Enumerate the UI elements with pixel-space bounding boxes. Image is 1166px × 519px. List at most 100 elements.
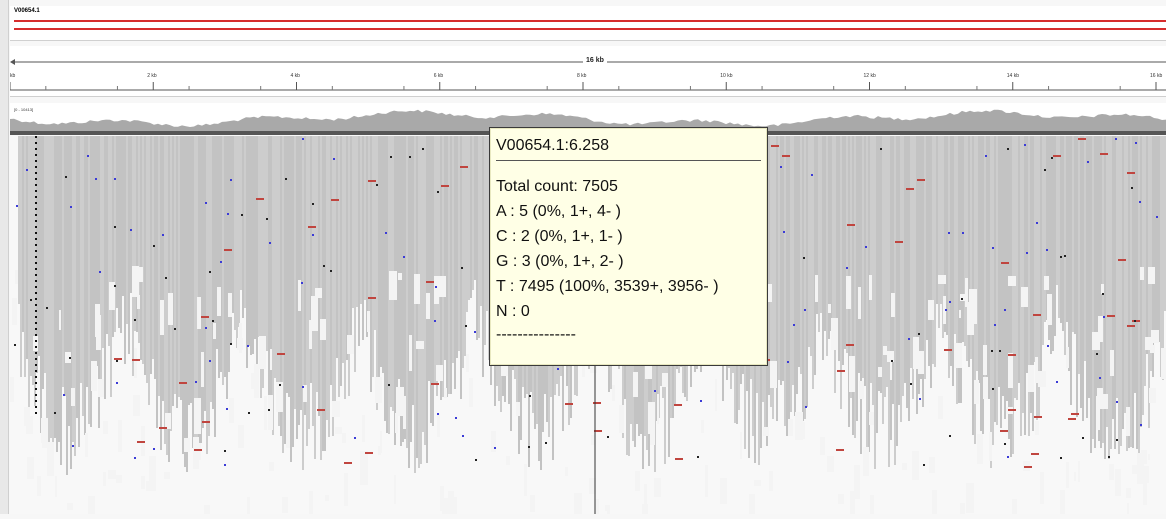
mismatch-mark bbox=[771, 145, 779, 147]
coverage-area bbox=[10, 109, 1166, 135]
mismatch-mark bbox=[674, 404, 682, 406]
mismatch-mark bbox=[330, 270, 332, 272]
mismatch-mark bbox=[165, 277, 167, 279]
mismatch-mark bbox=[30, 299, 32, 301]
mismatch-mark bbox=[908, 338, 910, 340]
mismatch-mark bbox=[116, 360, 118, 362]
ideogram-bar[interactable] bbox=[14, 20, 1166, 38]
mismatch-mark bbox=[202, 421, 210, 423]
mismatch-mark bbox=[269, 242, 271, 244]
mismatch-mark bbox=[130, 229, 132, 231]
ruler-tick-label: 16 kb bbox=[1150, 73, 1163, 79]
mismatch-mark bbox=[1116, 439, 1118, 441]
mismatch-mark bbox=[474, 331, 476, 333]
mismatch-mark bbox=[422, 148, 424, 150]
mismatch-mark bbox=[209, 360, 211, 362]
mismatch-mark bbox=[220, 261, 222, 263]
mismatch-mark bbox=[944, 349, 952, 351]
mismatch-mark bbox=[134, 457, 136, 459]
mismatch-mark bbox=[1024, 466, 1032, 468]
mismatch-mark bbox=[1107, 315, 1115, 317]
ruler-tick-label: 8 kb bbox=[577, 73, 587, 79]
ruler-tick-label: 14 kb bbox=[1006, 73, 1019, 79]
mismatch-mark bbox=[891, 360, 893, 362]
mismatch-mark bbox=[1131, 187, 1133, 189]
mismatch-mark bbox=[285, 178, 287, 180]
mismatch-mark bbox=[241, 214, 243, 216]
tooltip-a-count: A : 5 (0%, 1+, 4- ) bbox=[496, 203, 621, 220]
mismatch-mark bbox=[1044, 169, 1046, 171]
mismatch-mark bbox=[437, 413, 439, 415]
chromosome-ideogram[interactable]: V00654.1 bbox=[10, 6, 1166, 41]
coverage-range-label: [0 - 10413] bbox=[14, 107, 34, 112]
tooltip-c-count: C : 2 (0%, 1+, 1- ) bbox=[496, 228, 623, 245]
mismatch-mark bbox=[1135, 142, 1137, 144]
mismatch-mark bbox=[529, 395, 531, 397]
mismatch-mark bbox=[1102, 293, 1104, 295]
mismatch-mark bbox=[95, 178, 97, 180]
ruler-graphics bbox=[10, 59, 1166, 91]
mismatch-mark bbox=[114, 358, 122, 360]
mismatch-mark bbox=[194, 449, 202, 451]
tooltip-position: V00654.1:6.258 bbox=[496, 137, 609, 154]
mismatch-mark bbox=[409, 156, 411, 158]
mismatch-mark bbox=[793, 324, 795, 326]
mismatch-mark bbox=[1008, 354, 1016, 356]
mismatch-mark bbox=[999, 350, 1001, 352]
mismatch-mark bbox=[607, 436, 609, 438]
mismatch-mark bbox=[1036, 222, 1038, 224]
mismatch-mark bbox=[437, 191, 439, 193]
mismatch-mark bbox=[65, 176, 67, 178]
mismatch-mark bbox=[365, 452, 373, 454]
span-label: 16 kb bbox=[583, 57, 607, 64]
ruler-tick-label: 12 kb bbox=[863, 73, 876, 79]
mismatch-mark bbox=[847, 224, 855, 226]
mismatch-mark bbox=[1056, 381, 1058, 383]
mismatch-mark bbox=[962, 232, 964, 234]
mismatch-mark bbox=[69, 357, 71, 359]
left-margin-panel bbox=[0, 0, 9, 514]
ruler-tick-label: kb bbox=[10, 73, 16, 79]
mismatch-mark bbox=[475, 459, 477, 461]
mismatch-mark bbox=[1115, 138, 1117, 140]
mismatch-mark bbox=[545, 442, 547, 444]
ruler-tick-label: 4 kb bbox=[290, 73, 300, 79]
mismatch-mark bbox=[593, 402, 601, 404]
mismatch-mark bbox=[1071, 413, 1079, 415]
mismatch-mark bbox=[992, 247, 994, 249]
mismatch-mark bbox=[385, 232, 387, 234]
mismatch-mark bbox=[1031, 453, 1039, 455]
tooltip-total-count: Total count: 7505 bbox=[496, 178, 618, 195]
position-ruler[interactable]: 16 kb kb 2 kb 4 kb 6 kb 8 kb 10 kb 12 kb 14 kb 1… bbox=[10, 46, 1166, 97]
mismatch-mark bbox=[388, 384, 390, 386]
mismatch-mark bbox=[919, 398, 921, 400]
mismatch-mark bbox=[1046, 249, 1048, 251]
mismatch-mark bbox=[1139, 201, 1141, 203]
mismatch-mark bbox=[72, 445, 74, 447]
mismatch-mark bbox=[1127, 172, 1135, 174]
mismatch-mark bbox=[1034, 416, 1042, 418]
mismatch-mark bbox=[224, 450, 226, 452]
mismatch-mark bbox=[26, 169, 28, 171]
mismatch-mark bbox=[247, 345, 249, 347]
mismatch-mark bbox=[1068, 418, 1076, 420]
mismatch-mark bbox=[1087, 161, 1089, 163]
mismatch-mark bbox=[654, 390, 656, 392]
mismatch-mark bbox=[268, 409, 270, 411]
mismatch-mark bbox=[312, 203, 314, 205]
mismatch-mark bbox=[277, 353, 285, 355]
mismatch-mark bbox=[462, 435, 464, 437]
mismatch-mark bbox=[805, 406, 807, 408]
mismatch-mark bbox=[1007, 456, 1009, 458]
tooltip-t-count: T : 7495 (100%, 3539+, 3956- ) bbox=[496, 278, 719, 295]
mismatch-mark bbox=[1008, 409, 1016, 411]
mismatch-mark bbox=[918, 333, 920, 335]
mismatch-mark bbox=[1024, 144, 1026, 146]
mismatch-mark bbox=[557, 368, 559, 370]
mismatch-mark bbox=[1007, 148, 1009, 150]
mismatch-mark bbox=[16, 205, 18, 207]
mismatch-mark bbox=[895, 241, 903, 243]
mismatch-mark bbox=[331, 199, 339, 201]
mismatch-mark bbox=[455, 417, 457, 419]
mismatch-mark bbox=[804, 309, 806, 311]
